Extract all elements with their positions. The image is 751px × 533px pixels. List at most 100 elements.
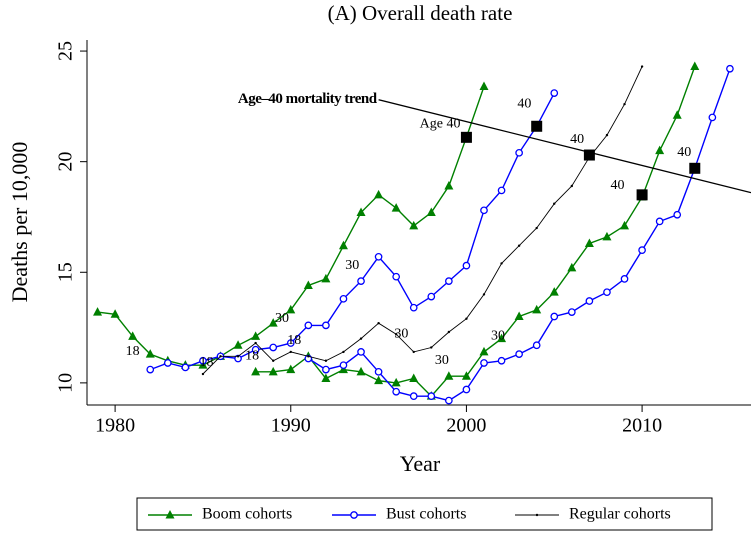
dot-marker — [219, 355, 222, 358]
chart-title: (A) Overall death rate — [328, 1, 513, 25]
triangle-marker — [690, 61, 700, 71]
y-tick-label: 20 — [55, 152, 77, 172]
dot-marker — [236, 355, 240, 358]
annotation: 18 — [126, 344, 140, 359]
circle-marker — [708, 113, 717, 122]
triangle-marker — [497, 333, 507, 343]
triangle-marker — [391, 377, 401, 387]
age40-marker — [689, 162, 701, 174]
triangle-marker — [268, 318, 278, 327]
triangle-marker — [268, 366, 278, 376]
circle-marker — [445, 277, 453, 285]
circle-marker — [462, 385, 471, 394]
dot-marker — [623, 102, 626, 106]
circle-marker — [409, 303, 418, 312]
triangle-marker — [549, 287, 559, 296]
annotation: 40 — [610, 178, 624, 193]
age40-marker — [583, 149, 595, 161]
circle-marker — [322, 321, 330, 330]
circle-marker — [515, 148, 523, 157]
legend-marker — [350, 511, 358, 519]
triangle-marker — [602, 231, 612, 241]
circle-marker — [286, 339, 295, 347]
circle-marker — [638, 246, 646, 255]
y-tick-label: 15 — [55, 262, 77, 282]
circle-marker — [550, 312, 559, 321]
circle-marker — [374, 367, 383, 376]
circle-marker — [181, 363, 190, 372]
annotation: 30 — [275, 311, 289, 326]
annotation: 30 — [435, 353, 449, 368]
triangle-marker — [514, 311, 524, 321]
annotation: 18 — [199, 355, 213, 370]
circle-marker — [339, 361, 348, 370]
circle-marker — [445, 396, 453, 405]
series-line — [202, 66, 643, 375]
dot-marker — [465, 317, 468, 320]
dot-marker — [412, 350, 415, 354]
dot-marker — [289, 350, 292, 354]
circle-marker — [409, 392, 418, 401]
annotation: 40 — [677, 145, 691, 160]
triangle-marker — [93, 307, 103, 316]
triangle-marker — [251, 331, 261, 340]
triangle-marker — [584, 238, 594, 248]
y-axis-label: Deaths per 10,000 — [7, 142, 32, 303]
dot-marker — [605, 133, 609, 137]
annotation: 30 — [394, 326, 408, 341]
circle-marker — [199, 356, 207, 365]
triangle-marker — [444, 181, 454, 190]
triangle-marker — [426, 207, 436, 217]
circle-marker — [146, 365, 155, 374]
triangle-marker — [286, 364, 296, 374]
age40-marker — [636, 189, 648, 201]
triangle-marker — [286, 304, 296, 314]
triangle-marker — [409, 373, 419, 382]
circle-marker — [515, 350, 523, 358]
circle-marker — [550, 89, 559, 97]
triangle-marker — [251, 366, 261, 376]
triangle-marker — [374, 375, 384, 385]
dot-marker — [201, 372, 205, 376]
age40-marker — [460, 131, 472, 143]
dot-marker — [307, 355, 310, 358]
x-tick-label: 1980 — [95, 415, 135, 437]
circle-marker — [480, 206, 488, 215]
triangle-marker — [672, 110, 682, 119]
trend-label: Age–40 mortality trend — [238, 91, 378, 107]
annotation: 40 — [517, 96, 531, 111]
dot-marker — [500, 262, 503, 265]
circle-marker — [532, 341, 541, 350]
circle-marker — [163, 359, 172, 367]
circle-marker — [620, 275, 629, 283]
circle-marker — [251, 345, 260, 354]
triangle-marker — [338, 240, 348, 250]
annotation: 18 — [245, 349, 259, 364]
circle-marker — [304, 321, 313, 330]
legend-label: Bust cohorts — [386, 506, 466, 523]
legend-marker — [535, 513, 539, 517]
circle-marker — [462, 261, 471, 270]
circle-marker — [567, 308, 576, 316]
dot-marker — [570, 184, 574, 188]
triangle-marker — [321, 273, 331, 283]
dot-marker — [553, 202, 556, 205]
circle-marker — [427, 392, 436, 401]
triangle-marker — [145, 349, 155, 358]
dot-marker — [535, 226, 538, 230]
legend-label: Regular cohorts — [569, 506, 671, 523]
dot-marker — [324, 359, 328, 362]
circle-marker — [427, 292, 436, 301]
dot-marker — [377, 321, 380, 325]
circle-marker — [269, 343, 278, 352]
x-tick-label: 2010 — [622, 415, 662, 437]
legend-label: Boom cohorts — [202, 506, 292, 523]
annotation: 30 — [491, 329, 505, 344]
legend-marker — [165, 510, 175, 519]
triangle-marker — [479, 346, 489, 356]
circle-marker — [673, 210, 682, 219]
x-axis-label: Year — [400, 451, 441, 476]
circle-marker — [392, 272, 401, 281]
triangle-marker — [391, 203, 401, 212]
series-line — [97, 66, 696, 398]
